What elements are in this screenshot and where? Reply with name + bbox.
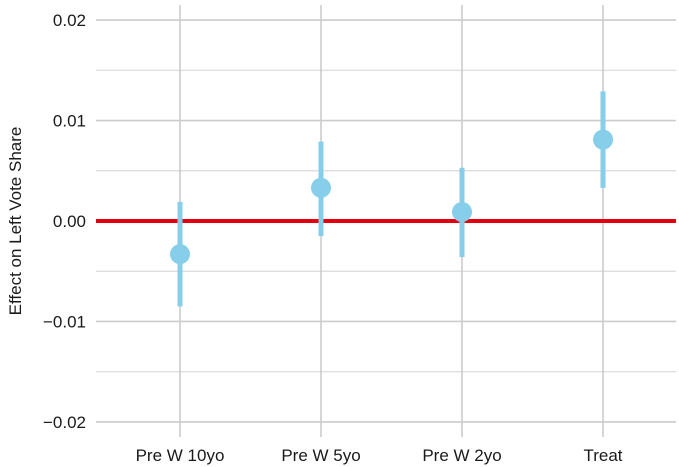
- x-tick-label: Pre W 10yo: [136, 446, 225, 465]
- x-tick-label: Pre W 5yo: [281, 446, 360, 465]
- y-tick-label: −0.02: [43, 413, 86, 432]
- point-estimate: [170, 244, 190, 265]
- estimates: [170, 91, 613, 307]
- point-estimate: [311, 177, 331, 198]
- y-tick-labels: −0.02 −0.01 0.00 0.01 0.02: [43, 11, 86, 432]
- x-tick-label: Pre W 2yo: [422, 446, 501, 465]
- point-estimate: [593, 129, 613, 150]
- x-tick-labels: Pre W 10yo Pre W 5yo Pre W 2yo Treat: [136, 446, 623, 465]
- y-tick-label: 0.01: [53, 112, 86, 131]
- y-tick-label: −0.01: [43, 312, 86, 331]
- y-tick-label: 0.02: [53, 11, 86, 30]
- x-tick-label: Treat: [583, 446, 622, 465]
- point-estimate: [452, 201, 472, 222]
- y-axis-label: Effect on Left Vote Share: [6, 127, 25, 316]
- y-tick-label: 0.00: [53, 212, 86, 231]
